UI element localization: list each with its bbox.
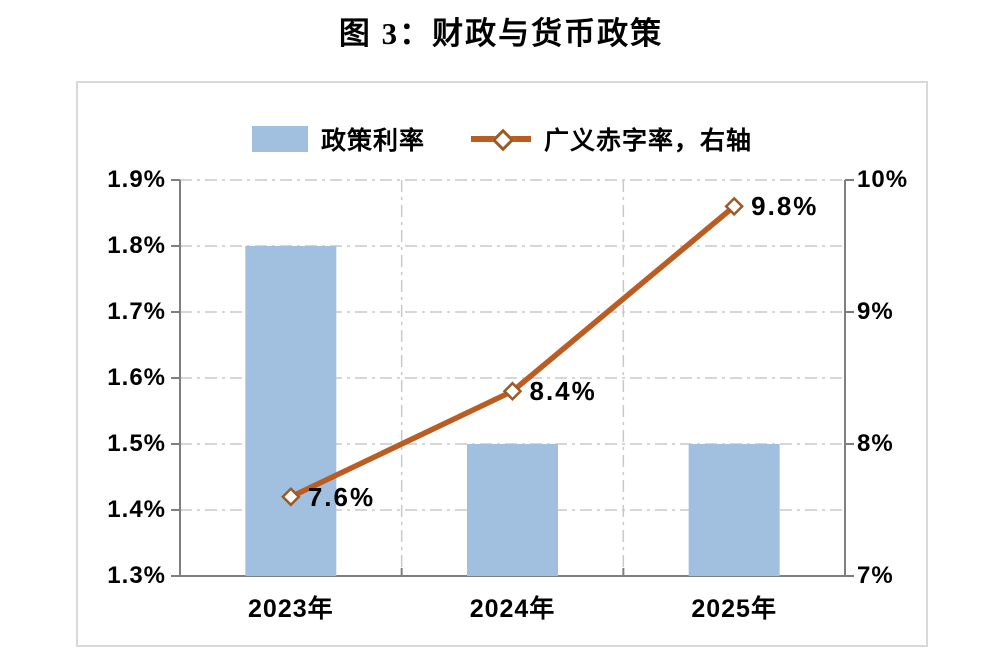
chart-frame: 政策利率 广义赤字率，右轴 1.9% 1.8% 1.7% 1.6% 1.5% 1.4% 1.… [76,81,928,647]
y-axis-right-tick-label: 9% [857,298,894,325]
legend-item-deficit-rate: 广义赤字率，右轴 [471,121,752,157]
legend-label: 政策利率 [320,128,425,155]
plot-canvas [171,179,854,577]
bar-series-swatch [251,126,308,152]
x-axis-category-label: 2023年 [248,595,334,623]
y-axis-left-tick-label: 1.8% [107,232,166,259]
legend-label: 广义赤字率，右轴 [544,128,753,155]
y-axis-left-tick-label: 1.7% [107,298,166,325]
legend: 政策利率 广义赤字率，右轴 [78,121,926,157]
bar-2025年 [688,444,780,576]
diamond-marker-icon [724,196,744,217]
y-axis-right-tick-label: 10% [857,166,909,193]
line-point-label: 8.4% [529,376,597,407]
x-axis-category-label: 2025年 [691,595,777,623]
diamond-marker-icon [491,128,515,152]
y-axis-right-tick-label: 8% [857,430,894,457]
bar-2023年 [245,246,337,576]
line-point-label: 9.8% [751,191,819,222]
bar-2024年 [467,444,558,576]
y-axis-right-tick-label: 7% [857,562,894,589]
y-axis-left-tick-label: 1.5% [107,430,166,457]
diamond-marker-icon [502,381,523,401]
y-axis-left-tick-label: 1.3% [107,562,166,589]
y-axis-left-tick-label: 1.6% [107,364,166,391]
legend-item-policy-rate: 政策利率 [251,121,425,157]
diamond-marker-icon [281,487,301,507]
y-axis-left-tick-label: 1.4% [107,496,166,523]
chart-title: 图 3：财政与货币政策 [338,16,664,51]
plot-area [171,179,854,577]
x-axis-category-label: 2024年 [469,595,556,623]
line-point-label: 7.6% [307,481,376,512]
y-axis-left-tick-label: 1.9% [107,166,166,193]
